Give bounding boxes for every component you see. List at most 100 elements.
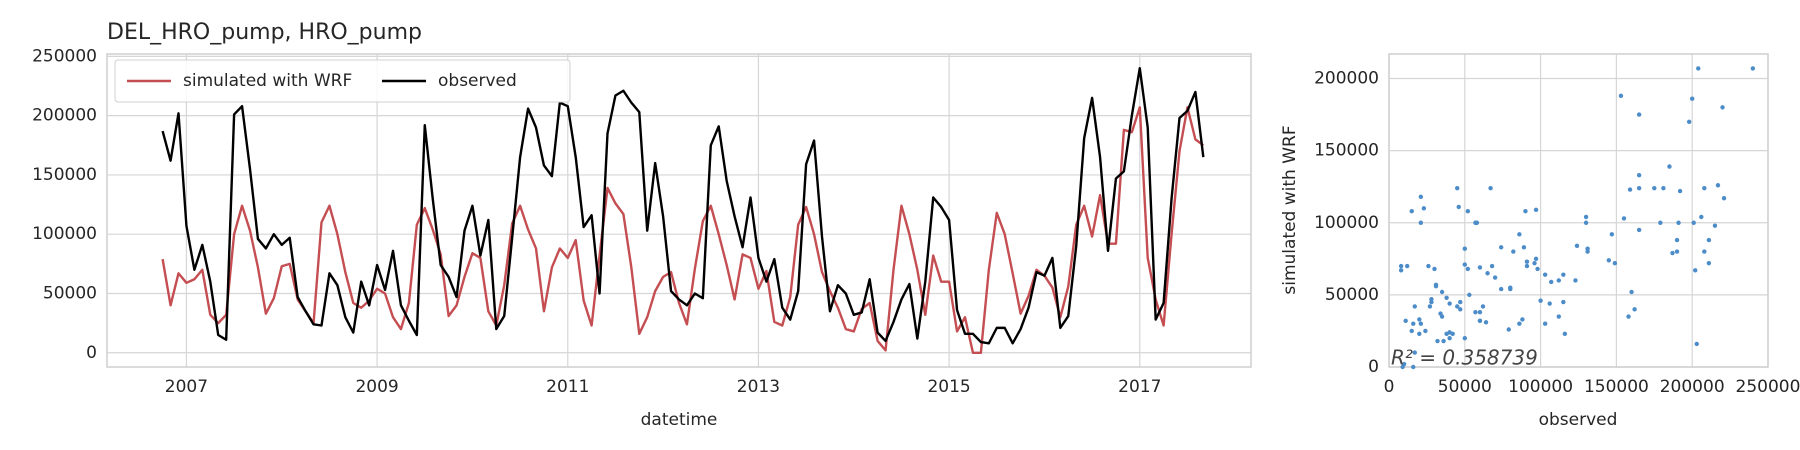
scatter-point [1699,214,1704,220]
scatter-point [1520,317,1525,322]
scatter-point [1455,304,1460,309]
scatter-point [1674,237,1680,243]
scatter-point [1456,204,1461,210]
scatter-point [1429,299,1434,305]
scatter-point [1556,278,1561,283]
scatter-point [1492,275,1498,280]
scatter-point [1404,263,1410,269]
scatter-point [1433,284,1439,289]
scatter-point [1636,185,1642,191]
x-axis-label: observed [1539,410,1618,430]
chart-title: DEL_HRO_pump, HRO_pump [107,20,422,45]
scatter-point [1421,206,1427,211]
scatter-point [1409,328,1414,334]
scatter-point [1417,331,1422,337]
x-tick-label: 200000 [1660,377,1725,397]
scatter-point [1409,209,1414,214]
y-axis-label: simulated with WRF [1280,125,1300,294]
x-tick-label: 2011 [546,377,589,397]
scatter-point [1609,232,1615,237]
scatter-point [1450,331,1455,337]
scatter-point [1691,220,1696,225]
y-tick-label: 0 [86,343,97,363]
scatter-point [1488,185,1493,191]
scatter-point [1398,263,1404,269]
scatter-point [1626,314,1631,319]
scatter-point [1636,112,1642,117]
scatter-point [1629,289,1634,295]
scatter-point [1706,260,1712,266]
scatter-point [1532,260,1537,266]
scatter-point [1423,328,1428,334]
scatter-point [1661,185,1666,191]
scatter-point [1508,285,1513,290]
scatter-point [1441,338,1446,344]
y-tick-label: 200000 [32,106,97,126]
scatter-point [1621,216,1627,221]
scatter-point [1447,301,1452,306]
scatter-point [1411,321,1416,326]
y-tick-label: 250000 [32,46,97,66]
scatter-point [1517,321,1522,326]
scatter-point [1480,304,1486,309]
scatter-point [1542,321,1548,326]
scatter-point [1465,209,1471,214]
scatter-point [1477,318,1483,324]
scatter-point [1583,214,1589,220]
scatter-point [1411,364,1416,370]
x-tick-label: 150000 [1584,377,1649,397]
x-tick-label: 250000 [1736,377,1800,397]
scatter-point [1547,301,1552,306]
scatter-point [1585,246,1590,251]
scatter-point [1677,188,1683,194]
scatter-point [1427,304,1433,309]
scatter-point [1561,299,1566,305]
scatter-point [1483,320,1489,325]
scatter-point [1750,66,1756,71]
scatter-point [1523,209,1528,214]
data-line [161,67,1205,345]
scatter-point [1702,185,1707,191]
scatter-point [1477,309,1483,315]
scatter-point [1535,266,1540,272]
scatter-point [1636,172,1642,178]
scatter-point [1477,265,1483,270]
legend-label: observed [438,71,517,91]
y-tick-label: 100000 [32,224,97,244]
scatter-point [1467,292,1472,298]
scatter-point [1521,245,1527,250]
scatter-point [1712,223,1718,228]
scatter-point [1398,268,1404,273]
scatter-point [1721,196,1727,201]
x-axis-label: datetime [641,410,718,430]
scatter-point [1627,187,1633,192]
scatter-point [1465,266,1471,272]
scatter-point [1533,256,1539,262]
scatter-point [1455,185,1460,191]
plot-frame [1388,53,1769,368]
scatter-point [1583,220,1589,225]
scatter-point [1636,227,1642,233]
scatter-point [1426,263,1431,269]
scatter-point [1549,279,1554,285]
scatter-point [1696,66,1701,71]
scatter-point [1658,220,1663,225]
scatter-point [1489,263,1495,269]
annotation: R² = 0.358739 [1391,346,1538,370]
scatter-point [1715,183,1721,188]
scatter-point [1458,307,1463,312]
scatter-point [1458,299,1463,305]
scatter-point [1632,307,1637,312]
x-tick-label: 50000 [1438,377,1492,397]
scatter-point [1618,93,1624,99]
scatter-point [1435,338,1440,344]
y-tick-label: 200000 [1314,69,1379,89]
scatter-point [1517,232,1522,237]
scatter-point [1498,245,1504,250]
scatter-point [1432,266,1437,272]
scatter-point [1444,295,1449,300]
scatter-point [1706,237,1712,243]
scatter-point [1574,243,1580,249]
data-line [161,106,1205,354]
x-tick-label: 2015 [927,377,970,397]
